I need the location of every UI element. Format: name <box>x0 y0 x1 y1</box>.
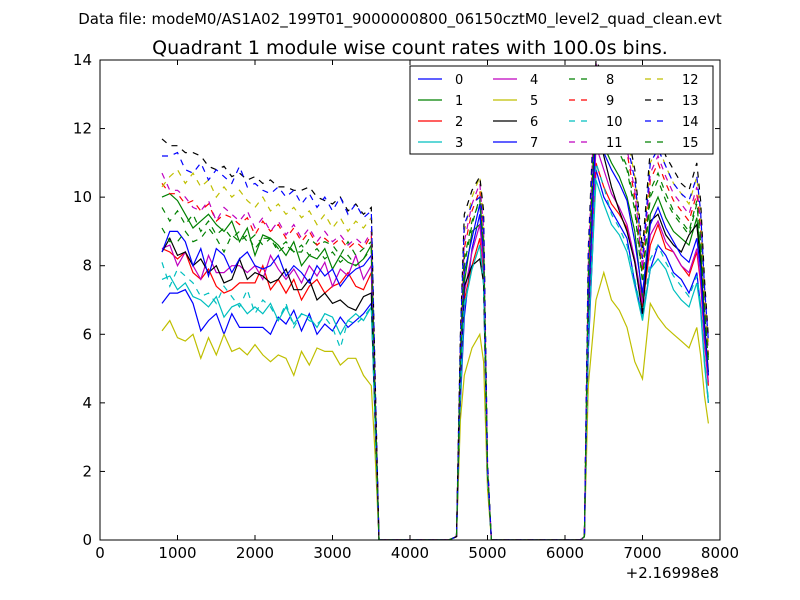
legend-label-5: 5 <box>530 94 538 109</box>
x-tick-label: 7000 <box>623 544 661 562</box>
x-tick-label: 1000 <box>158 544 196 562</box>
series-line-14 <box>162 78 709 540</box>
legend-label-8: 8 <box>606 73 614 88</box>
series-line-13 <box>161 60 709 540</box>
legend-label-13: 13 <box>682 94 699 109</box>
y-tick-label: 12 <box>73 120 92 138</box>
x-tick-label: 0 <box>95 544 105 562</box>
y-tick-label: 4 <box>82 394 92 412</box>
legend-label-6: 6 <box>530 115 538 130</box>
series-layer <box>161 60 709 540</box>
series-line-11 <box>161 63 709 540</box>
figure-suptitle: Data file: modeM0/AS1A02_199T01_90000008… <box>78 10 722 29</box>
series-line-15 <box>161 94 709 540</box>
legend-label-12: 12 <box>682 73 699 88</box>
legend-label-4: 4 <box>530 73 538 88</box>
legend-label-11: 11 <box>606 136 623 151</box>
legend-label-1: 1 <box>455 94 463 109</box>
y-tick-label: 8 <box>82 257 92 275</box>
series-line-5 <box>161 270 709 540</box>
chart-title: Quadrant 1 module wise count rates with … <box>152 37 668 59</box>
legend-label-2: 2 <box>455 115 463 130</box>
x-tick-label: 3000 <box>313 544 351 562</box>
y-tick-label: 2 <box>82 462 92 480</box>
legend-box <box>409 65 714 155</box>
series-line-4 <box>161 145 709 540</box>
x-tick-label: 5000 <box>468 544 506 562</box>
y-tick-label: 10 <box>73 188 92 206</box>
x-tick-label: 2000 <box>236 544 274 562</box>
x-tick-label: 4000 <box>391 544 429 562</box>
legend-label-14: 14 <box>682 115 699 130</box>
series-line-3 <box>161 179 709 540</box>
series-line-12 <box>161 74 709 540</box>
legend-label-10: 10 <box>606 115 623 130</box>
legend-label-9: 9 <box>606 94 614 109</box>
series-line-6 <box>161 111 709 540</box>
y-tick-label: 14 <box>73 51 92 69</box>
legend-label-0: 0 <box>455 73 463 88</box>
y-tick-label: 0 <box>82 531 92 549</box>
legend-label-15: 15 <box>682 136 699 151</box>
x-tick-label: 8000 <box>701 544 739 562</box>
series-line-10 <box>161 162 709 540</box>
x-offset-label: +2.16998e8 <box>626 564 719 582</box>
x-axis: 0 1000 2000 3000 4000 5000 6000 7000 8000 <box>95 60 739 562</box>
legend-label-3: 3 <box>455 136 463 151</box>
y-tick-label: 6 <box>82 325 92 343</box>
legend-label-7: 7 <box>530 136 538 151</box>
x-tick-label: 6000 <box>546 544 584 562</box>
series-line-7 <box>161 128 709 540</box>
